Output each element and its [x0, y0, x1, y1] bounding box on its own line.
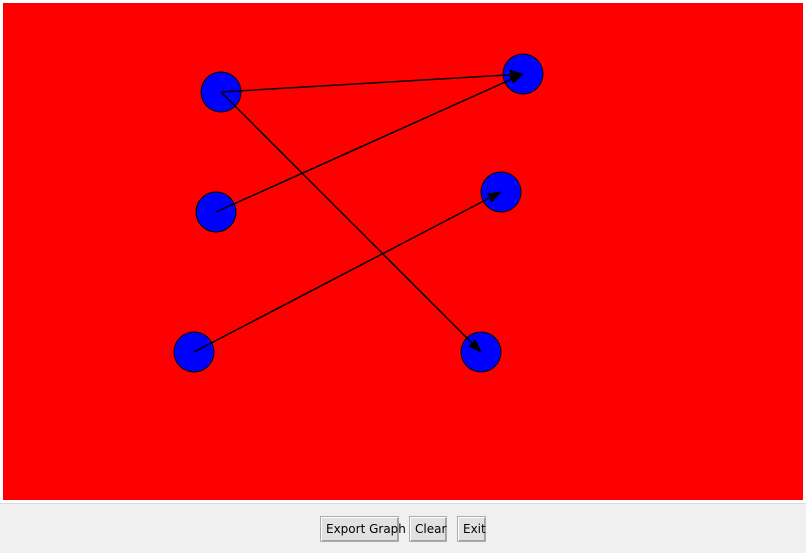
- graph-edge-arrow: [215, 73, 524, 213]
- graph-canvas-frame: [0, 0, 806, 503]
- export-graph-button[interactable]: Export Graph: [320, 516, 406, 542]
- button-bar: Export Graph Clear Exit: [0, 503, 806, 553]
- canvas-background: [3, 3, 803, 500]
- graph-canvas[interactable]: [0, 0, 806, 503]
- graph-edge-arrow: [220, 91, 482, 353]
- exit-button[interactable]: Exit: [457, 516, 486, 542]
- clear-button[interactable]: Clear: [409, 516, 447, 542]
- graph-edge-arrow: [220, 69, 524, 93]
- graph-edge-arrow: [193, 191, 502, 353]
